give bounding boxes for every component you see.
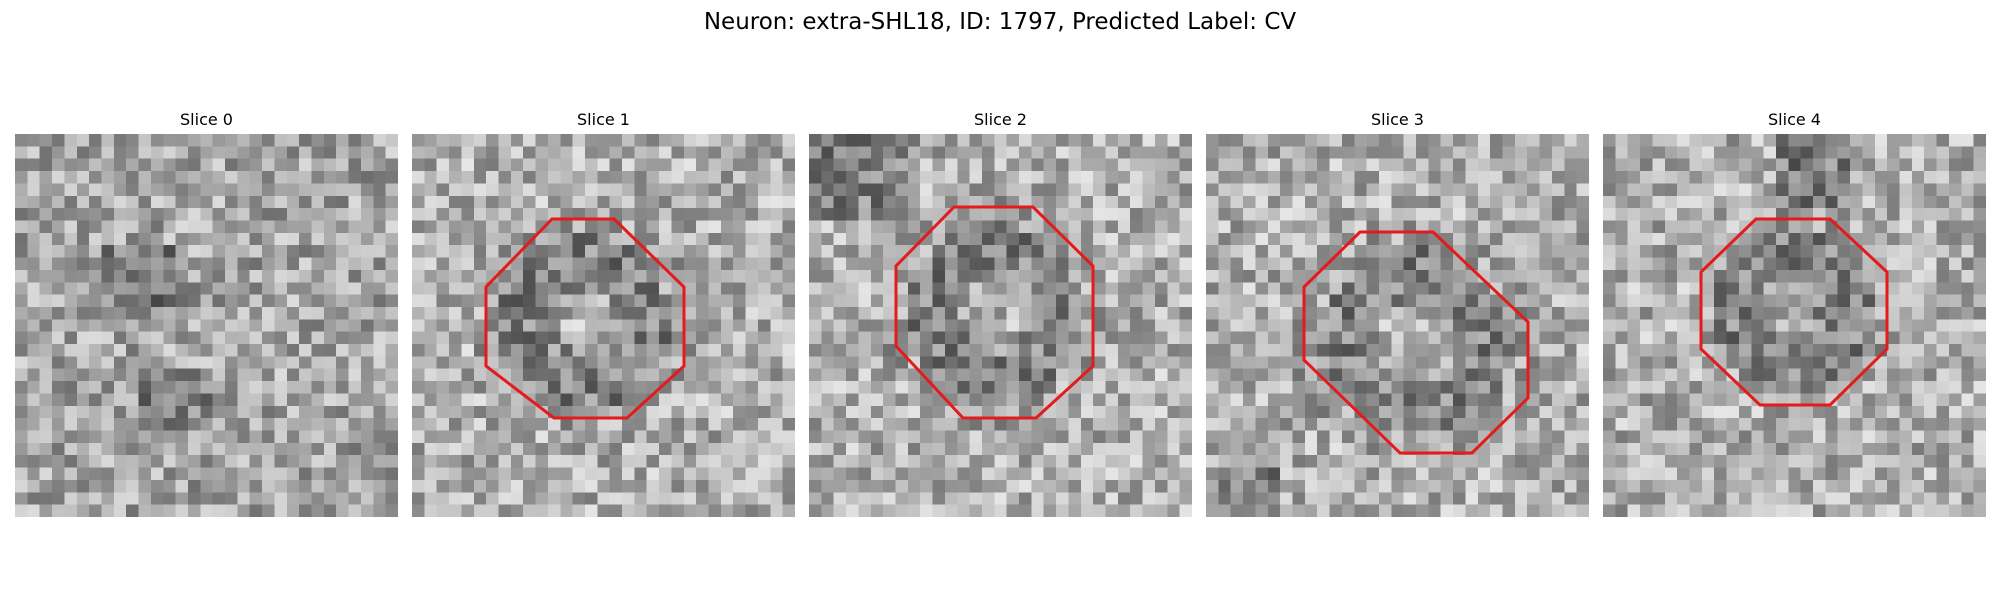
- slice-panel-3: Slice 3: [1206, 110, 1589, 520]
- slice-title: Slice 0: [180, 110, 233, 129]
- slice-panel-0: Slice 0: [15, 110, 398, 520]
- roi-contour: [484, 217, 686, 420]
- pixel-grid: [809, 134, 1192, 517]
- roi-contour: [1302, 230, 1530, 455]
- slice-title: Slice 3: [1371, 110, 1424, 129]
- slice-image: [412, 134, 795, 517]
- slice-image: [15, 134, 398, 517]
- slice-title: Slice 4: [1768, 110, 1821, 129]
- slice-panel-2: Slice 2: [809, 110, 1192, 520]
- pixel-grid: [1206, 134, 1589, 517]
- pixel-grid: [15, 134, 398, 517]
- roi-contour: [1699, 217, 1889, 407]
- pixel-grid: [1603, 134, 1986, 517]
- slice-title: Slice 2: [974, 110, 1027, 129]
- slice-panel-1: Slice 1: [412, 110, 795, 520]
- slice-title: Slice 1: [577, 110, 630, 129]
- slice-image: [809, 134, 1192, 517]
- roi-contour: [894, 205, 1095, 420]
- figure-title: Neuron: extra-SHL18, ID: 1797, Predicted…: [703, 9, 1297, 35]
- slice-image: [1206, 134, 1589, 517]
- pixel-grid: [412, 134, 795, 517]
- slice-panel-4: Slice 4: [1603, 110, 1986, 520]
- slice-image: [1603, 134, 1986, 517]
